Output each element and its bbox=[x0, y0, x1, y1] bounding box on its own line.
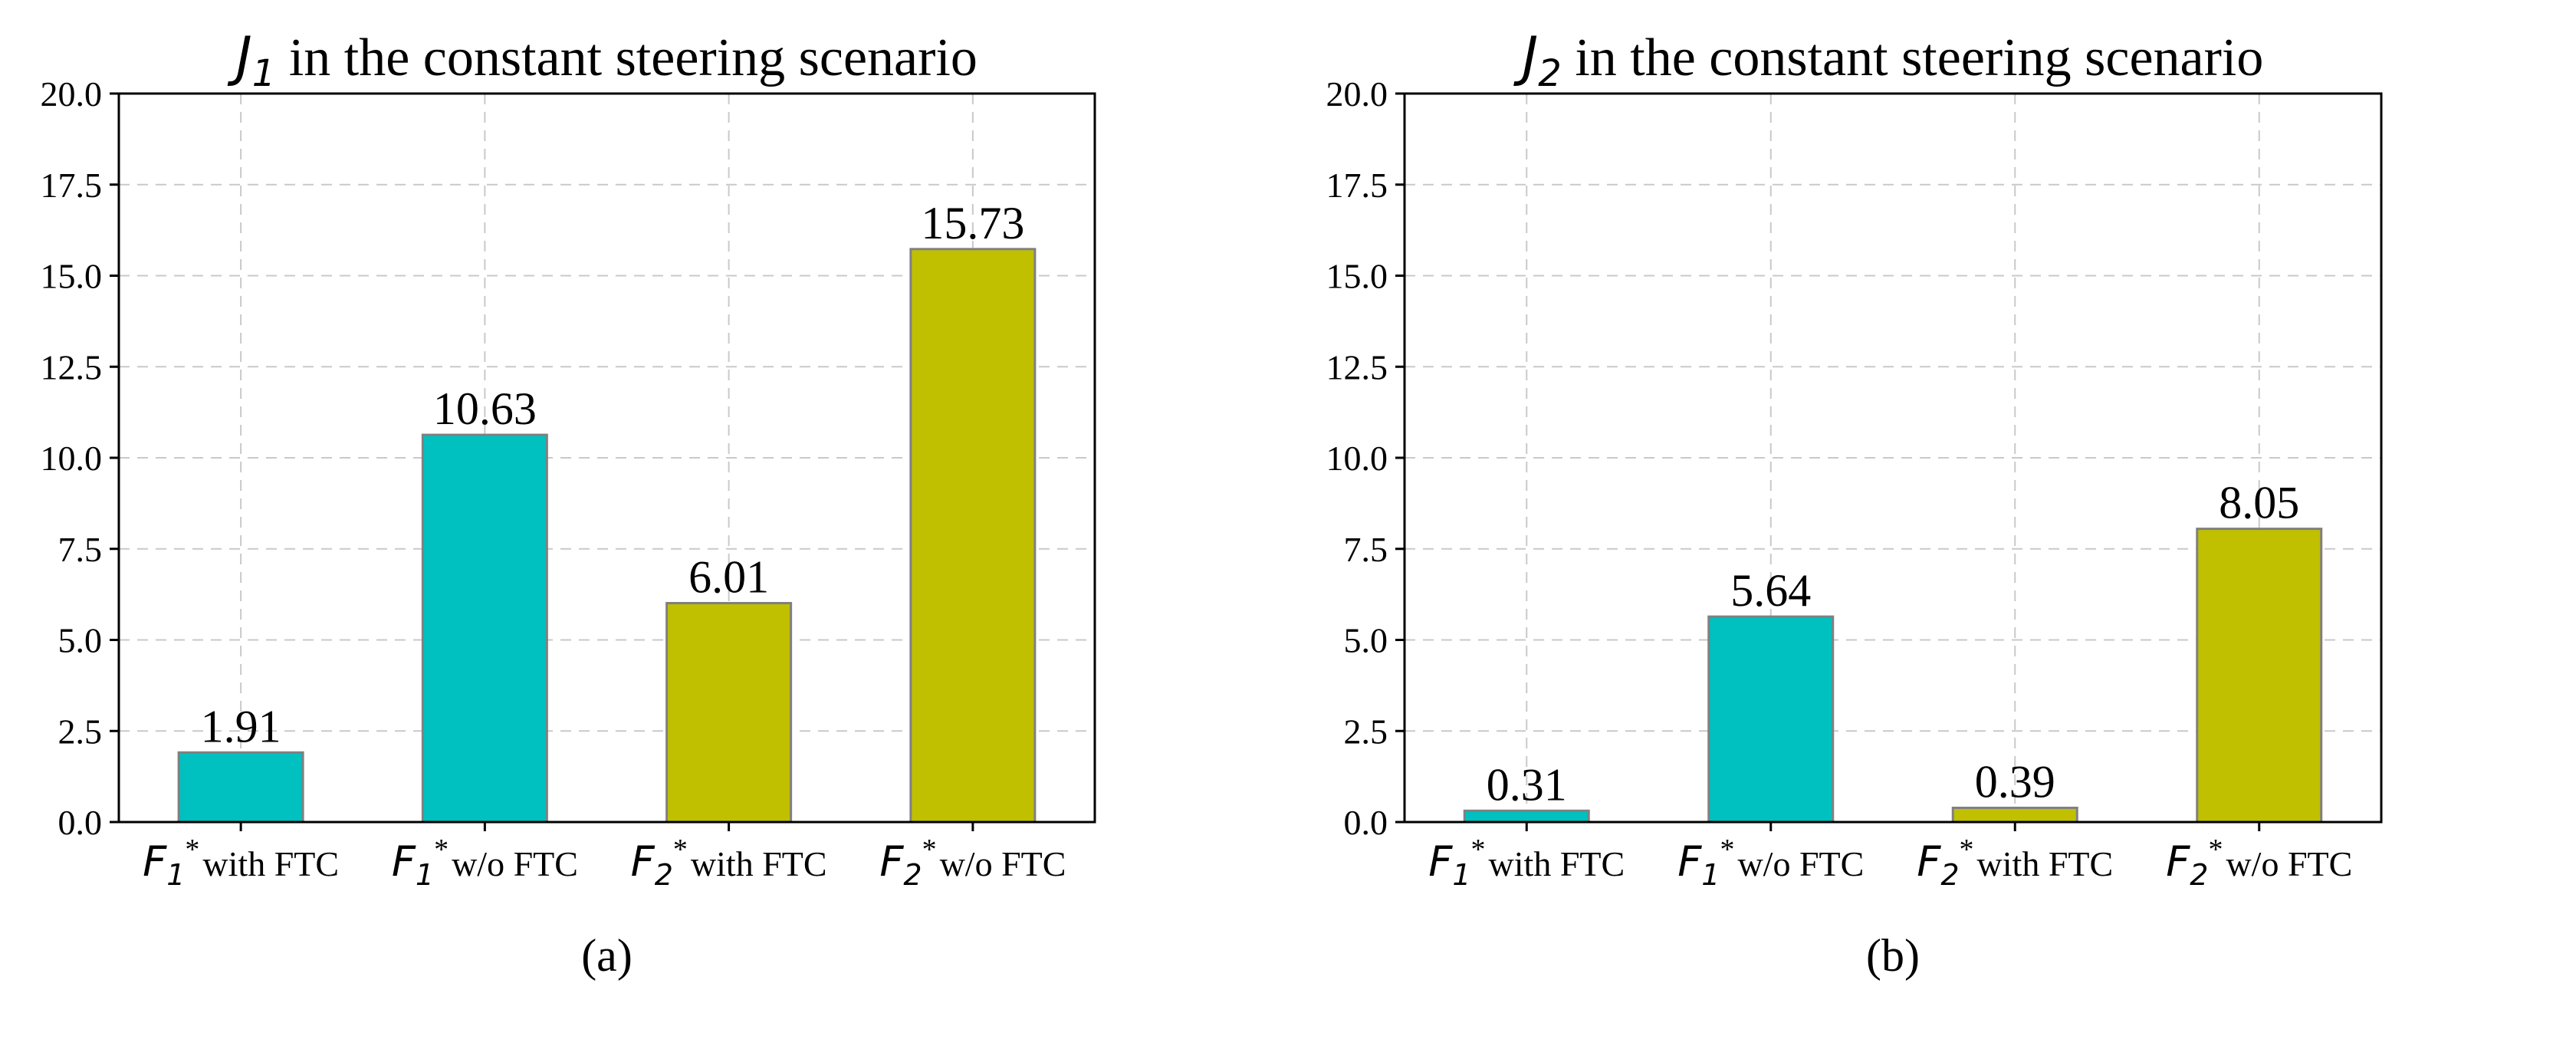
category-subscript: 1 bbox=[166, 858, 185, 892]
category-math-symbol: F bbox=[1917, 837, 1941, 886]
category-text: with FTC bbox=[202, 844, 339, 883]
bar bbox=[1463, 809, 1590, 824]
category-math-symbol: F bbox=[392, 837, 416, 886]
panel-caption: (a) bbox=[581, 930, 632, 981]
y-tick-label: 15.0 bbox=[1326, 257, 1388, 296]
category-superscript: * bbox=[1471, 834, 1486, 866]
category-subscript: 1 bbox=[1701, 858, 1720, 892]
y-tick-label: 7.5 bbox=[58, 530, 103, 569]
category-superscript: * bbox=[673, 834, 688, 866]
category-text: with FTC bbox=[1977, 844, 2114, 883]
y-tick-label: 2.5 bbox=[1344, 712, 1388, 751]
bar bbox=[1707, 615, 1835, 824]
x-category-label: F2*with FTC bbox=[631, 834, 827, 892]
category-text: w/o FTC bbox=[2226, 844, 2352, 883]
category-subscript: 2 bbox=[655, 858, 673, 892]
plot-area-frame bbox=[117, 92, 1096, 824]
bar-value-label: 0.31 bbox=[1487, 759, 1567, 810]
bar-value-label: 6.01 bbox=[688, 552, 769, 603]
category-subscript: 1 bbox=[1452, 858, 1470, 892]
bar-value-label: 1.91 bbox=[201, 701, 281, 751]
y-tick-label: 0.0 bbox=[1344, 803, 1388, 842]
title-text: in the constant steering scenario bbox=[275, 28, 978, 87]
title-subscript: 2 bbox=[1538, 52, 1562, 95]
title-text: in the constant steering scenario bbox=[1562, 28, 2264, 87]
bar-value-label: 15.73 bbox=[921, 198, 1024, 248]
category-subscript: 1 bbox=[416, 858, 434, 892]
category-superscript: * bbox=[1960, 834, 1974, 866]
category-text: with FTC bbox=[1489, 844, 1625, 883]
bar-value-label: 5.64 bbox=[1730, 565, 1811, 616]
panel-caption: (b) bbox=[1866, 930, 1920, 981]
chart-panel-b: J2 in the constant steering scenario0.02… bbox=[1326, 25, 2383, 981]
category-superscript: * bbox=[185, 834, 199, 866]
category-subscript: 2 bbox=[903, 858, 922, 892]
category-text: w/o FTC bbox=[940, 844, 1066, 883]
y-tick-label: 0.0 bbox=[58, 803, 103, 842]
x-category-label: F1*w/o FTC bbox=[1677, 834, 1864, 892]
bar bbox=[421, 433, 548, 824]
bar-value-label: 10.63 bbox=[433, 383, 537, 434]
category-superscript: * bbox=[434, 834, 449, 866]
x-category-label: F1*with FTC bbox=[1428, 834, 1625, 892]
y-tick-label: 7.5 bbox=[1344, 530, 1388, 569]
bar bbox=[177, 751, 304, 824]
bar bbox=[2196, 528, 2323, 824]
category-text: w/o FTC bbox=[1737, 844, 1864, 883]
y-tick-label: 17.5 bbox=[41, 166, 103, 205]
category-math-symbol: F bbox=[631, 837, 656, 886]
category-math-symbol: F bbox=[1677, 837, 1702, 886]
y-tick-label: 20.0 bbox=[41, 74, 103, 113]
title-subscript: 1 bbox=[252, 52, 276, 95]
y-tick-label: 2.5 bbox=[58, 712, 103, 751]
category-math-symbol: F bbox=[1428, 837, 1453, 886]
title-math-symbol: J bbox=[1513, 25, 1539, 88]
x-category-label: F2*w/o FTC bbox=[879, 834, 1066, 892]
plot-area-frame bbox=[1403, 92, 2383, 824]
x-category-label: F2*with FTC bbox=[1917, 834, 2113, 892]
chart-panel-a: J1 in the constant steering scenario0.02… bbox=[41, 25, 1096, 981]
x-category-label: F1*w/o FTC bbox=[392, 834, 578, 892]
chart-title: J2 in the constant steering scenario bbox=[1513, 25, 2264, 95]
y-tick-label: 15.0 bbox=[41, 257, 103, 296]
x-category-label: F1*with FTC bbox=[143, 834, 339, 892]
category-superscript: * bbox=[1720, 834, 1734, 866]
y-tick-label: 5.0 bbox=[58, 621, 103, 660]
y-tick-label: 5.0 bbox=[1344, 621, 1388, 660]
y-tick-label: 17.5 bbox=[1326, 166, 1388, 205]
bar bbox=[1951, 806, 2078, 824]
category-superscript: * bbox=[922, 834, 937, 866]
bar bbox=[909, 248, 1037, 824]
bar-value-label: 8.05 bbox=[2219, 478, 2299, 528]
category-text: w/o FTC bbox=[452, 844, 578, 883]
y-tick-label: 10.0 bbox=[1326, 439, 1388, 478]
category-subscript: 2 bbox=[1940, 858, 1959, 892]
category-superscript: * bbox=[2208, 834, 2223, 866]
category-math-symbol: F bbox=[2166, 837, 2190, 886]
category-math-symbol: F bbox=[143, 837, 167, 886]
category-math-symbol: F bbox=[879, 837, 904, 886]
y-tick-label: 20.0 bbox=[1326, 74, 1388, 113]
y-tick-label: 12.5 bbox=[41, 347, 103, 386]
bar bbox=[665, 602, 793, 824]
category-subscript: 2 bbox=[2190, 858, 2208, 892]
x-category-label: F2*w/o FTC bbox=[2166, 834, 2352, 892]
bar-value-label: 0.39 bbox=[1975, 756, 2055, 807]
y-tick-label: 10.0 bbox=[41, 439, 103, 478]
chart-title: J1 in the constant steering scenario bbox=[227, 25, 978, 95]
y-tick-label: 12.5 bbox=[1326, 347, 1388, 386]
title-math-symbol: J bbox=[227, 25, 252, 88]
category-text: with FTC bbox=[691, 844, 827, 883]
